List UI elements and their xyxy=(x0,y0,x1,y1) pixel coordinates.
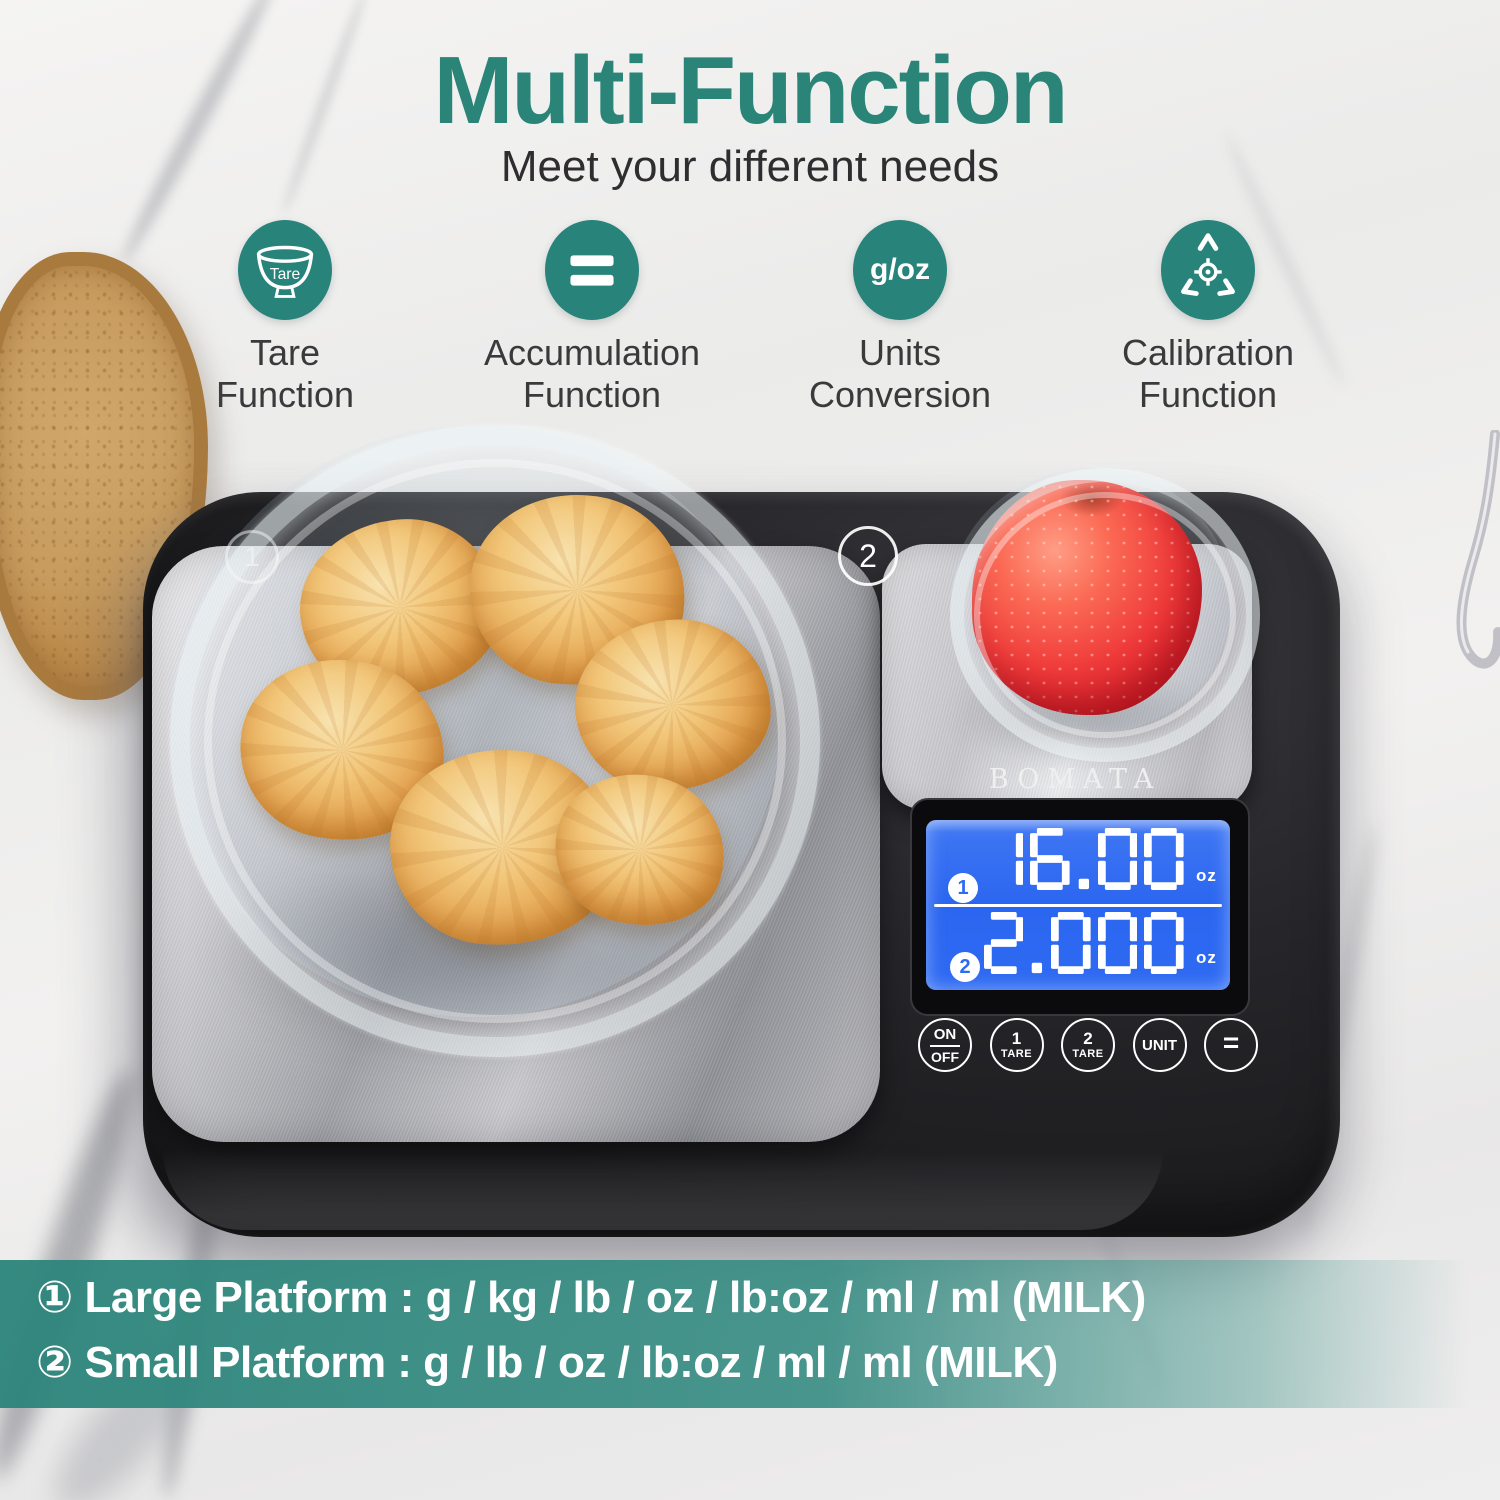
equals-icon xyxy=(545,220,639,320)
platform-1-mark: 1 xyxy=(225,530,279,584)
fraction-line xyxy=(930,1044,960,1047)
feature-label: Units Conversion xyxy=(808,332,992,416)
page-title: Multi-Function xyxy=(433,37,1068,144)
lcd-unit-2: oz xyxy=(1196,948,1217,967)
red-apple xyxy=(972,480,1202,715)
tare-2-button: 2 TARE xyxy=(1061,1018,1115,1072)
feature-accumulation: Accumulation Function xyxy=(442,220,742,417)
page-subtitle: Meet your different needs xyxy=(500,142,1000,191)
lcd-indicator-2: 2 xyxy=(950,952,980,982)
lcd-indicator-1: 1 xyxy=(948,873,978,903)
feature-label: Calibration Function xyxy=(1121,332,1295,416)
on-off-button: ON OFF xyxy=(918,1018,972,1072)
g-oz-icon-label: g/oz xyxy=(870,253,930,286)
feature-units: g/oz Units Conversion xyxy=(750,220,1050,417)
feature-label: Tare Function xyxy=(215,332,355,416)
lcd-unit-1: oz xyxy=(1196,866,1217,885)
scale-button-row: ON OFF 1 TARE 2 TARE UNIT = xyxy=(918,1018,1258,1072)
small-platform-units-line: ② Small Platform : g / lb / oz / lb:oz /… xyxy=(36,1338,1058,1387)
lcd-value-large xyxy=(960,828,1184,890)
unit-button: UNIT xyxy=(1132,1018,1187,1072)
tare-bowl-icon: Tare xyxy=(238,220,332,320)
whisk-wire xyxy=(1456,430,1500,669)
g-oz-icon: g/oz xyxy=(853,220,947,320)
feature-tare: Tare Tare Function xyxy=(135,220,435,417)
large-platform-units-line: ① Large Platform : g / kg / lb / oz / lb… xyxy=(36,1273,1146,1322)
platform-2-mark: 2 xyxy=(838,526,898,586)
footer-band: ① Large Platform : g / kg / lb / oz / lb… xyxy=(0,1260,1500,1408)
lcd-divider xyxy=(934,904,1222,907)
tare-1-button: 1 TARE xyxy=(989,1018,1044,1072)
calibration-icon xyxy=(1161,220,1255,320)
feature-label: Accumulation Function xyxy=(483,332,701,416)
tare-icon-label: Tare xyxy=(270,266,301,283)
lcd-value-small xyxy=(960,912,1184,974)
accumulate-button: = xyxy=(1204,1018,1258,1072)
feature-calibration: Calibration Function xyxy=(1058,220,1358,417)
brand-logo: BOMATA xyxy=(988,764,1162,795)
